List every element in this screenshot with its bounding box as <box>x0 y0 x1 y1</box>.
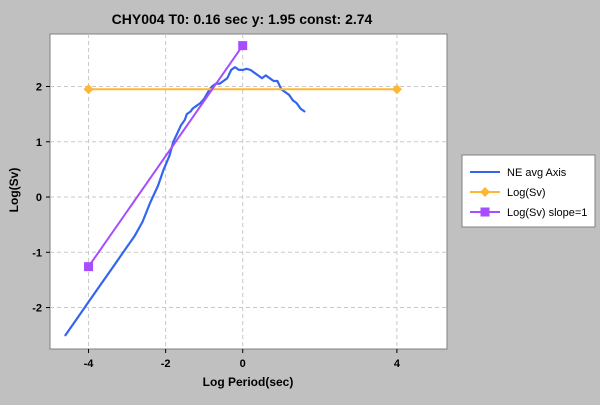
series-1 <box>83 84 402 95</box>
y-axis-label: Log(Sv) <box>7 168 21 213</box>
y-tick-label: 1 <box>36 137 42 149</box>
plot-area <box>49 33 448 350</box>
series-line-0 <box>64 66 306 337</box>
legend-label: Log(Sv) <box>507 187 546 199</box>
data-point <box>238 41 248 51</box>
x-tick-label: 4 <box>394 358 401 370</box>
x-tick-label: -2 <box>161 358 171 370</box>
chart-title: CHY004 T0: 0.16 sec y: 1.95 const: 2.74 <box>112 11 373 27</box>
y-tick-label: 0 <box>36 192 42 204</box>
legend-label: Log(Sv) slope=1 <box>507 207 587 219</box>
series-line-2 <box>87 44 244 268</box>
y-tick-label: -2 <box>32 303 42 315</box>
legend-swatch-marker <box>480 207 490 217</box>
y-tick-label: 2 <box>36 82 42 94</box>
x-tick-label: -4 <box>84 358 95 370</box>
data-point <box>84 262 94 272</box>
series-0 <box>64 66 306 337</box>
grid-lines <box>50 34 447 349</box>
y-tick-label: -1 <box>32 247 42 259</box>
legend: NE avg Axis Log(Sv) Log(Sv) slope=1 <box>461 154 596 228</box>
x-axis-label: Log Period(sec) <box>203 375 294 389</box>
data-point <box>83 84 94 95</box>
legend-swatch-marker <box>480 187 490 197</box>
axis-ticks: -4 -2 0 4 -2 -1 0 1 2 <box>32 82 401 371</box>
x-tick-label: 0 <box>240 358 246 370</box>
series-layer <box>64 41 402 337</box>
legend-items: NE avg Axis Log(Sv) Log(Sv) slope=1 <box>470 167 587 219</box>
series-2 <box>84 41 248 272</box>
legend-label: NE avg Axis <box>507 167 567 179</box>
data-point <box>391 84 402 95</box>
